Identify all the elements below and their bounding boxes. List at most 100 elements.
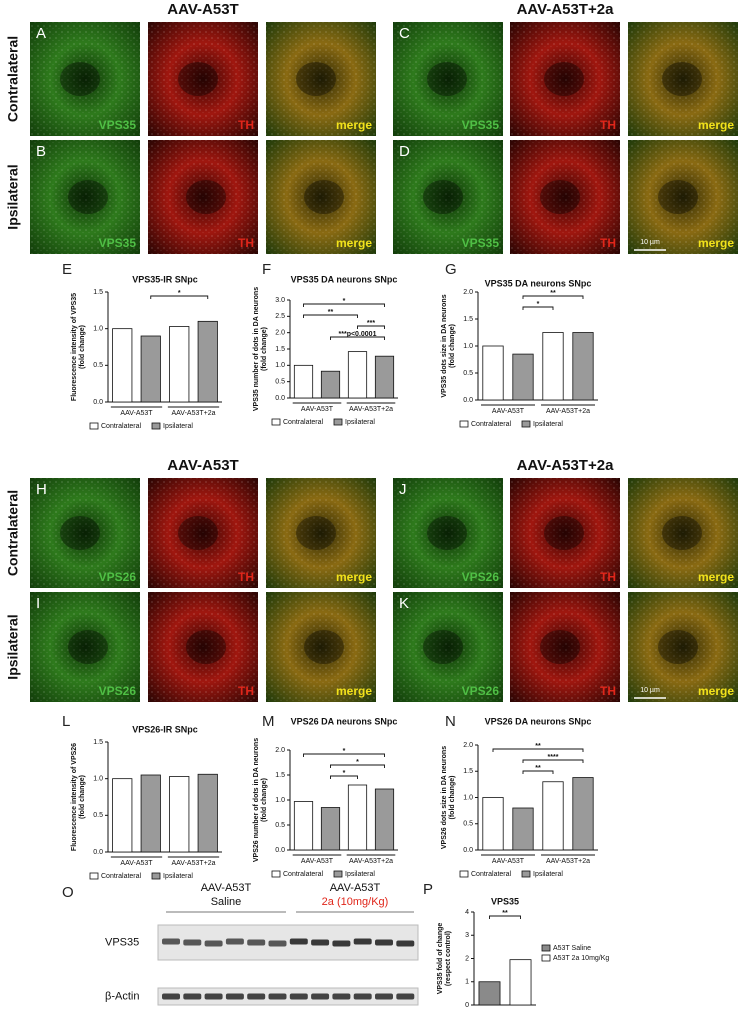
y-axis-label: Fluorescence intensity of VPS35 [71, 293, 78, 401]
significance-bracket [357, 325, 385, 329]
x-tick-label: AAV-A53T [492, 858, 525, 865]
bar [374, 355, 395, 399]
texture [393, 22, 503, 136]
texture [30, 592, 140, 702]
legend-label: Contralateral [283, 871, 324, 878]
bar [347, 784, 368, 851]
y-tick-label: 0.5 [93, 362, 103, 369]
channel-label: VPS26 [462, 570, 500, 584]
blot-band [311, 993, 330, 1000]
bar [112, 778, 133, 853]
significance-label: * [537, 301, 540, 308]
bar [509, 959, 532, 1006]
bar [374, 788, 395, 851]
channel-label: VPS35 [462, 118, 500, 132]
y-axis-label: (fold change) [261, 327, 268, 371]
x-tick-label: AAV-A53T+2a [546, 408, 590, 415]
texture [510, 22, 620, 136]
legend-swatch [333, 418, 343, 426]
cell-nucleus [296, 516, 336, 550]
cell-nucleus [540, 180, 580, 214]
group-label: Saline [211, 896, 242, 908]
bar [482, 345, 504, 401]
significance-label: * [343, 748, 346, 755]
y-tick-label: 1.0 [275, 797, 285, 804]
bar [512, 807, 534, 851]
cell-nucleus [427, 62, 467, 96]
panel-letter: H [36, 481, 47, 498]
cell-nucleus [423, 630, 463, 664]
channel-label: merge [698, 236, 734, 250]
y-axis-label: VPS35 dots size in DA neurons [441, 294, 448, 397]
texture [148, 592, 258, 702]
blot-band [268, 993, 287, 1000]
cell-nucleus [427, 516, 467, 550]
panel-letter: O [62, 884, 74, 901]
panel-letter: G [445, 261, 457, 278]
row-label: Ipsilateral [5, 614, 21, 679]
channel-label: TH [600, 570, 616, 584]
panel-letter: N [445, 713, 456, 730]
scale-bar-label: 10 µm [640, 687, 660, 694]
legend-swatch [541, 954, 551, 962]
y-tick-label: 2.5 [275, 313, 285, 320]
texture [628, 140, 738, 254]
legend-swatch [541, 944, 551, 952]
legend-swatch [333, 870, 343, 878]
bar [542, 781, 564, 851]
bar [169, 326, 190, 403]
texture [148, 22, 258, 136]
texture [30, 478, 140, 588]
channel-label: merge [336, 570, 372, 584]
y-tick-label: 2.0 [463, 289, 473, 296]
y-axis-label: (fold change) [261, 778, 268, 822]
chart-title: VPS35 DA neurons SNpc [291, 274, 398, 284]
significance-label: * [178, 290, 181, 297]
panel-letter: D [399, 143, 410, 160]
x-tick-label: AAV-A53T+2a [349, 858, 393, 865]
blot-band [162, 938, 180, 945]
bar [572, 332, 594, 401]
group-label: AAV-A53T [330, 882, 381, 894]
blot-band [247, 939, 266, 946]
significance-bracket [522, 306, 554, 310]
blot-band [332, 940, 351, 947]
y-tick-label: 0.0 [463, 397, 473, 404]
cell-nucleus [178, 62, 218, 96]
cell-nucleus [186, 630, 226, 664]
blot-band [289, 938, 308, 945]
y-tick-label: 0.0 [93, 399, 103, 406]
texture [510, 592, 620, 702]
blot-band [353, 993, 372, 1000]
y-axis-label: (fold change) [79, 775, 86, 819]
significance-label: * [343, 770, 346, 777]
legend-label: Ipsilateral [345, 871, 375, 878]
channel-label: TH [238, 236, 254, 250]
blot-band [225, 993, 244, 1000]
legend-swatch [89, 422, 99, 430]
texture [628, 592, 738, 702]
panel-letter: A [36, 25, 46, 42]
y-tick-label: 1.0 [275, 362, 285, 369]
texture [30, 140, 140, 254]
legend-swatch [521, 420, 531, 428]
y-tick-label: 1.5 [93, 289, 103, 296]
texture [393, 478, 503, 588]
blot-band [396, 993, 415, 1000]
significance-bracket [330, 775, 358, 779]
bar [293, 364, 314, 399]
cell-nucleus [544, 62, 584, 96]
y-tick-label: 2.0 [275, 330, 285, 337]
y-tick-label: 1 [465, 979, 469, 986]
legend-label: Contralateral [101, 873, 142, 880]
blot-band [289, 993, 308, 1000]
y-tick-label: 0.5 [463, 370, 473, 377]
panel-letter: P [423, 881, 433, 898]
y-tick-label: 1.5 [463, 316, 473, 323]
y-tick-label: 0 [465, 1002, 469, 1009]
column-header: AAV-A53T [167, 1, 238, 18]
blot-band [247, 993, 266, 1000]
bar [293, 801, 314, 851]
blot-band [225, 938, 244, 945]
significance-bracket [303, 753, 385, 757]
